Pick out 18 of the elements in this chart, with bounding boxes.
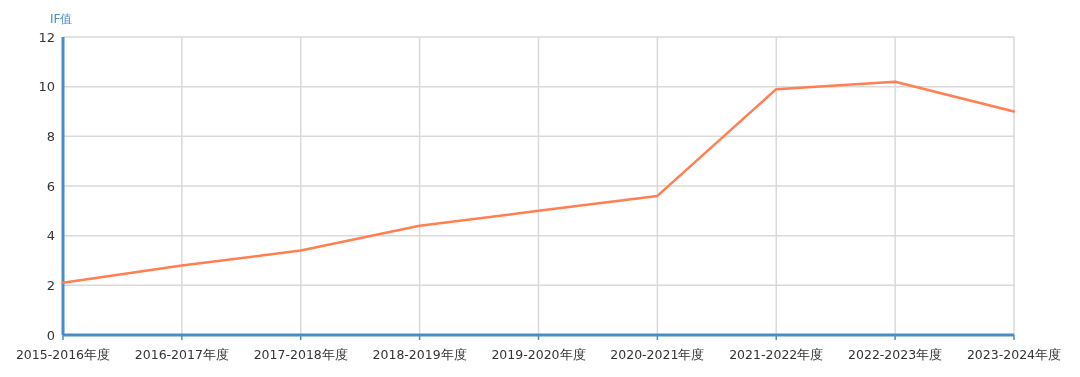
y-tick-label: 0 xyxy=(46,327,55,343)
x-tick-label: 2023-2024年度 xyxy=(966,346,1062,362)
x-tick-label: 2020-2021年度 xyxy=(610,346,705,362)
y-tick-label: 6 xyxy=(46,178,55,194)
y-tick-label: 4 xyxy=(46,228,55,244)
x-tick-label: 2019-2020年度 xyxy=(491,346,586,362)
y-tick-label: 10 xyxy=(38,79,55,95)
x-tick-label: 2015-2016年度 xyxy=(15,346,111,362)
line-series xyxy=(61,80,1016,285)
x-tick-label: 2018-2019年度 xyxy=(372,346,467,362)
x-tick-label: 2021-2022年度 xyxy=(729,346,824,362)
y-tick-label: 12 xyxy=(38,29,55,45)
x-tick-label: 2017-2018年度 xyxy=(253,346,348,362)
y-tick-label: 8 xyxy=(46,128,55,144)
x-tick-label: 2016-2017年度 xyxy=(134,346,229,362)
y-tick-label: 2 xyxy=(46,277,55,293)
y-axis-title: IF值 xyxy=(50,12,73,26)
x-tick-label: 2022-2023年度 xyxy=(848,346,943,362)
